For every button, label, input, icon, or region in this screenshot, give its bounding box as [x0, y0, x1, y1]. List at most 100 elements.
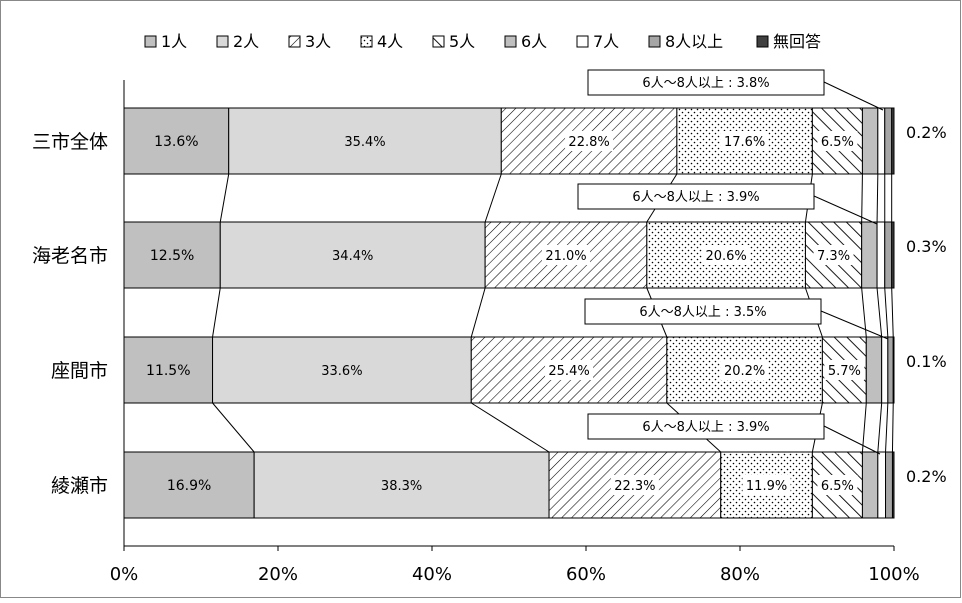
- bar-segment: [884, 107, 893, 175]
- bar-segment: [877, 451, 887, 519]
- category-label: 座間市: [51, 360, 108, 382]
- bar-segment: [877, 107, 886, 175]
- data-label-bg: [813, 245, 854, 265]
- data-label: 35.4%: [344, 135, 385, 150]
- callout-label: 6人～8人以上 : 3.9%: [632, 190, 759, 205]
- legend-label-4: 4人: [377, 32, 403, 51]
- no-answer-label: 0.2%: [906, 123, 947, 142]
- legend-swatch-8: [648, 35, 661, 48]
- bar-segment: [884, 221, 893, 289]
- data-label: 38.3%: [381, 479, 422, 494]
- legend-label-3: 3人: [305, 32, 331, 51]
- connector-line: [876, 173, 879, 223]
- bar-segment: [891, 221, 895, 289]
- data-label: 11.9%: [746, 479, 787, 494]
- callout-box: [577, 183, 815, 210]
- legend-swatch-3: [288, 35, 301, 48]
- bar-segment: [861, 107, 879, 175]
- category-label: 海老名市: [32, 245, 108, 267]
- data-label-bg: [545, 360, 594, 380]
- legend-label-1: 1人: [161, 32, 187, 51]
- data-label-bg: [817, 131, 858, 151]
- legend-swatch-9: [756, 35, 769, 48]
- data-label-bg: [702, 245, 751, 265]
- callout-leader: [820, 310, 889, 340]
- bars: [123, 107, 895, 519]
- data-label: 25.4%: [548, 364, 589, 379]
- legend-label-5: 5人: [449, 32, 475, 51]
- data-label: 13.6%: [154, 134, 198, 150]
- no-answer-label: 0.3%: [906, 237, 947, 256]
- connector-line: [885, 402, 889, 453]
- legend-swatch-7: [576, 35, 589, 48]
- data-label: 33.6%: [321, 364, 362, 379]
- connector-line: [884, 287, 889, 338]
- connector-line: [484, 173, 502, 223]
- legend-swatch-2: [216, 35, 229, 48]
- bar-segment: [885, 451, 893, 519]
- legend-swatch-6: [504, 35, 517, 48]
- data-label: 5.7%: [828, 364, 861, 379]
- data-label: 6.5%: [821, 135, 854, 150]
- data-label: 20.2%: [724, 364, 765, 379]
- callout-label: 6人～8人以上 : 3.8%: [642, 76, 769, 91]
- connector-line: [877, 402, 883, 453]
- legend-label-6: 6人: [521, 32, 547, 51]
- data-label: 22.8%: [568, 135, 609, 150]
- connector-line: [470, 287, 486, 338]
- legend-swatch-5: [432, 35, 445, 48]
- legend-label-9: 無回答: [773, 32, 821, 51]
- callout-label: 6人～8人以上 : 3.5%: [639, 305, 766, 320]
- bar-segment: [123, 107, 230, 175]
- legend-swatch-4: [360, 35, 373, 48]
- data-label: 34.4%: [332, 249, 373, 264]
- bar-segment: [219, 221, 486, 289]
- callout-leader: [813, 195, 878, 225]
- bar-segment: [212, 336, 472, 404]
- legend-label-2: 2人: [233, 32, 259, 51]
- data-label-bg: [610, 475, 659, 495]
- connector-line: [861, 173, 863, 223]
- bar-segment: [887, 336, 894, 404]
- bar-segment: [228, 107, 502, 175]
- callout-leader: [823, 425, 881, 455]
- legend-label-8: 8人以上: [665, 32, 723, 51]
- x-tick-label: 80%: [720, 564, 760, 585]
- connector-line: [212, 402, 255, 453]
- callout-box: [587, 413, 825, 440]
- bar-segment: [123, 451, 255, 519]
- data-label: 20.6%: [705, 249, 746, 264]
- bar-segment: [876, 221, 886, 289]
- category-label: 綾瀬市: [51, 475, 108, 497]
- data-label-bg: [824, 360, 865, 380]
- connector-line: [876, 287, 883, 338]
- x-tick-label: 20%: [258, 564, 298, 585]
- bar-segment: [861, 221, 878, 289]
- x-tick-label: 100%: [868, 564, 919, 585]
- data-label: 6.5%: [821, 479, 854, 494]
- bar-segment: [865, 336, 883, 404]
- data-label-bg: [742, 475, 791, 495]
- callout-box: [584, 298, 822, 325]
- legend-label-7: 7人: [593, 32, 619, 51]
- data-label-bg: [720, 360, 769, 380]
- bar-segment: [881, 336, 889, 404]
- connector-line: [891, 287, 894, 338]
- connector-line: [891, 402, 894, 453]
- data-label: 16.9%: [167, 478, 211, 494]
- data-label-bg: [565, 131, 614, 151]
- legend: 1人 2人 3人 4人 5人 6人 7人 8人以上 無回答: [144, 32, 821, 51]
- data-labels: 13.6% 35.4% 22.8% 17.6% 6.5% 0.2% 12.5% 34.4% 21…: [146, 123, 947, 495]
- callout-label: 6人～8人以上 : 3.9%: [642, 420, 769, 435]
- bar-segment: [123, 221, 221, 289]
- data-label: 21.0%: [545, 249, 586, 264]
- data-label: 17.6%: [724, 135, 765, 150]
- data-label-bg: [817, 475, 858, 495]
- no-answer-label: 0.1%: [906, 352, 947, 371]
- data-label: 22.3%: [614, 479, 655, 494]
- connector-line: [212, 287, 221, 338]
- data-label-bg: [720, 131, 769, 151]
- x-tick-label: 60%: [566, 564, 606, 585]
